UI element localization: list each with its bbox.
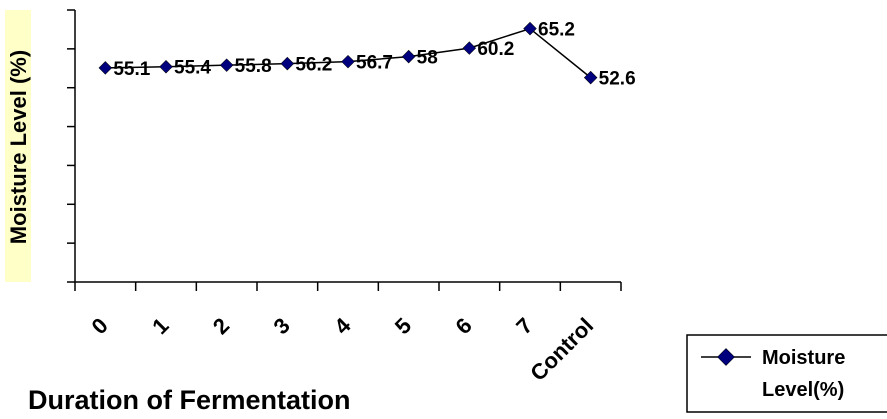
data-point-marker [280,56,295,71]
data-label: 65.2 [538,20,575,41]
data-label: 56.7 [356,53,393,74]
x-tick-label: 5 [390,313,416,339]
x-tick-label: 6 [451,313,477,339]
data-point-marker [159,60,173,74]
data-point-marker [341,54,355,69]
data-point-marker [219,58,234,72]
data-point-marker [523,21,537,36]
legend-label-line-2: Level(%) [762,379,844,401]
x-axis-title: Duration of Fermentation [28,385,351,415]
data-point-marker [98,61,113,75]
data-point-marker [583,70,598,85]
x-axis-ticks [74,282,622,291]
x-tick-label: 7 [511,313,537,339]
legend-label-line-1: Moisture [762,347,845,369]
y-axis-ticks [67,9,75,283]
legend-label: Moisture Level(%) [762,347,851,401]
data-label: 55.4 [174,58,211,79]
x-tick-label: Control [525,313,598,386]
x-tick-label: 4 [329,312,356,339]
legend: Moisture Level(%) [686,334,887,413]
data-label: 60.2 [477,39,514,60]
data-point-marker [401,49,416,64]
x-tick-label: 3 [269,313,295,339]
ylabel-background [5,10,31,282]
legend-marker-sample [717,348,735,366]
data-label: 58 [417,48,438,69]
series-markers [98,21,598,85]
data-labels: 55.1 55.4 55.8 56.2 56.7 58 60.2 65.2 52.6 [113,20,635,90]
data-label: 52.6 [599,69,636,90]
data-label: 55.8 [235,56,272,77]
x-tick-label: 1 [147,313,173,339]
legend-box [686,334,887,413]
data-point-marker [462,41,477,55]
y-axis-title: Moisture Level (%) [6,50,31,244]
data-label: 56.2 [295,55,332,76]
x-tick-label: 2 [208,313,234,339]
x-tick-label: 0 [87,313,113,339]
data-label: 55.1 [113,59,150,80]
